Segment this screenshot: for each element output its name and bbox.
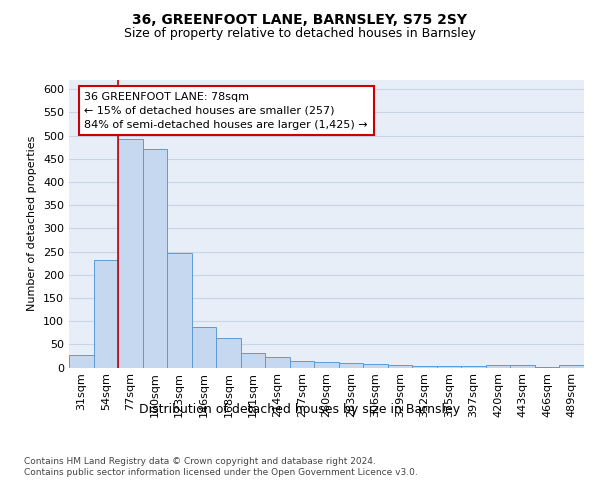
Bar bbox=[118, 140, 143, 368]
Bar bbox=[486, 364, 510, 368]
Text: Distribution of detached houses by size in Barnsley: Distribution of detached houses by size … bbox=[139, 402, 461, 415]
Bar bbox=[265, 358, 290, 368]
Bar bbox=[216, 338, 241, 368]
Y-axis label: Number of detached properties: Number of detached properties bbox=[28, 136, 37, 312]
Bar bbox=[290, 362, 314, 368]
Bar bbox=[559, 365, 584, 368]
Bar bbox=[388, 365, 412, 368]
Bar bbox=[412, 366, 437, 368]
Bar bbox=[314, 362, 338, 368]
Bar bbox=[167, 252, 191, 368]
Bar bbox=[143, 148, 167, 368]
Bar bbox=[437, 366, 461, 368]
Text: Size of property relative to detached houses in Barnsley: Size of property relative to detached ho… bbox=[124, 28, 476, 40]
Text: 36, GREENFOOT LANE, BARNSLEY, S75 2SY: 36, GREENFOOT LANE, BARNSLEY, S75 2SY bbox=[133, 12, 467, 26]
Bar bbox=[69, 356, 94, 368]
Bar bbox=[510, 364, 535, 368]
Text: Contains HM Land Registry data © Crown copyright and database right 2024.
Contai: Contains HM Land Registry data © Crown c… bbox=[24, 458, 418, 477]
Bar bbox=[191, 326, 216, 368]
Bar bbox=[363, 364, 388, 368]
Bar bbox=[461, 366, 486, 368]
Bar bbox=[241, 353, 265, 368]
Text: 36 GREENFOOT LANE: 78sqm
← 15% of detached houses are smaller (257)
84% of semi-: 36 GREENFOOT LANE: 78sqm ← 15% of detach… bbox=[85, 92, 368, 130]
Bar bbox=[338, 364, 363, 368]
Bar bbox=[94, 260, 118, 368]
